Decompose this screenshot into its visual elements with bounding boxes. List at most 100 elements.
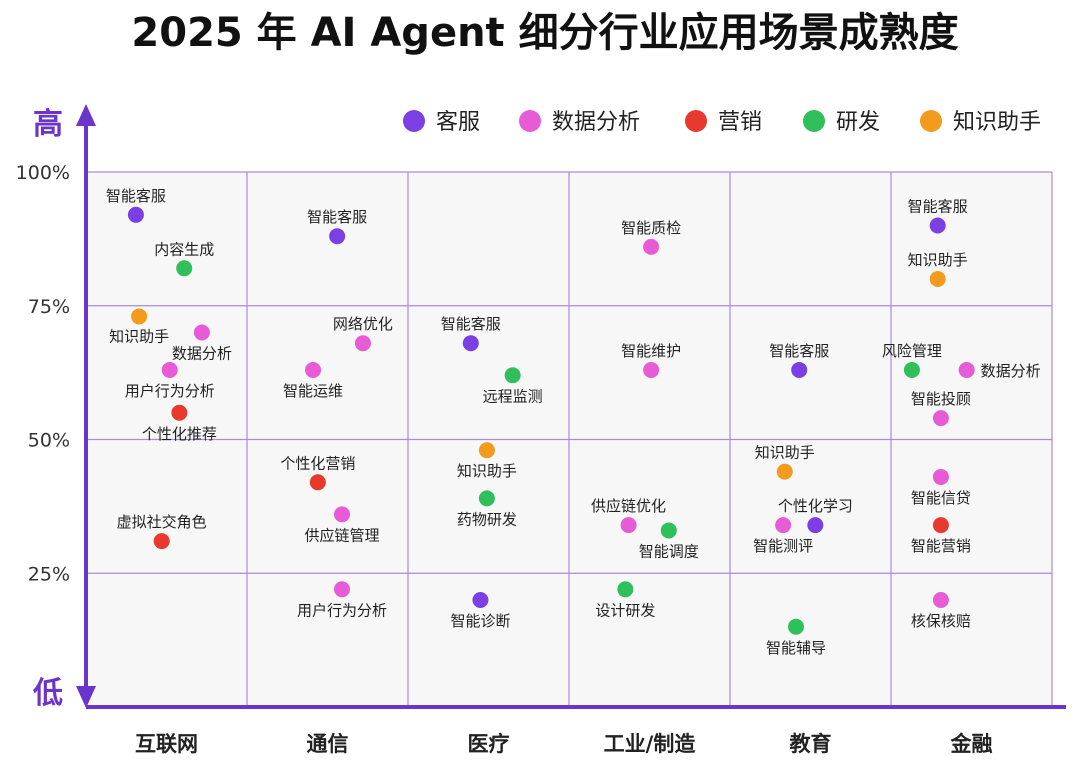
data-point: 智能质检 bbox=[621, 219, 681, 255]
data-point: 个性化推荐 bbox=[142, 404, 217, 443]
data-point: 智能客服 bbox=[441, 315, 501, 352]
data-point-label: 内容生成 bbox=[154, 240, 214, 258]
x-category-label: 通信 bbox=[307, 732, 349, 756]
data-point: 数据分析 bbox=[172, 324, 232, 363]
chart-title: 2025 年 AI Agent 细分行业应用场景成熟度 bbox=[131, 10, 958, 56]
data-point-label: 智能维护 bbox=[621, 342, 681, 360]
data-point-label: 个性化营销 bbox=[280, 454, 355, 472]
data-point-marker bbox=[775, 517, 792, 534]
data-point-label: 智能客服 bbox=[441, 315, 501, 333]
legend-label: 知识助手 bbox=[953, 110, 1041, 135]
y-tick-labels: 100% 75% 50% 25% bbox=[16, 162, 70, 585]
data-point: 智能客服 bbox=[908, 198, 968, 234]
data-point-label: 智能调度 bbox=[639, 542, 699, 560]
data-point: 智能维护 bbox=[621, 342, 681, 378]
data-point-label: 智能客服 bbox=[106, 187, 166, 205]
y-axis-high-label: 高 bbox=[33, 107, 63, 142]
data-point-label: 数据分析 bbox=[172, 345, 232, 363]
axes bbox=[76, 104, 1066, 709]
data-point-label: 智能投顾 bbox=[911, 390, 971, 408]
data-point: 虚拟社交角色 bbox=[117, 513, 207, 550]
legend-marker bbox=[519, 110, 541, 132]
data-point-marker bbox=[807, 517, 824, 534]
legend-label: 营销 bbox=[718, 110, 762, 135]
data-point-marker bbox=[776, 463, 793, 480]
data-point-marker bbox=[932, 592, 949, 608]
data-point-label: 智能运维 bbox=[283, 382, 343, 400]
data-point-marker bbox=[958, 361, 975, 378]
data-point-label: 设计研发 bbox=[595, 601, 655, 619]
data-point-marker bbox=[309, 474, 326, 491]
data-point-label: 药物研发 bbox=[457, 510, 517, 528]
data-point: 智能诊断 bbox=[450, 592, 510, 630]
data-point-marker bbox=[176, 260, 193, 277]
data-point-label: 远程监测 bbox=[483, 387, 543, 405]
data-point: 知识助手 bbox=[109, 308, 169, 345]
data-point-marker bbox=[617, 581, 634, 598]
x-category-label: 工业/制造 bbox=[604, 732, 697, 756]
data-point-marker bbox=[929, 271, 946, 287]
data-point-marker bbox=[329, 228, 346, 245]
data-point: 药物研发 bbox=[457, 490, 517, 528]
data-point-label: 知识助手 bbox=[908, 251, 968, 269]
data-point: 智能客服 bbox=[769, 342, 829, 378]
data-point: 智能投顾 bbox=[911, 390, 971, 427]
data-point: 个性化营销 bbox=[280, 454, 355, 491]
data-point: 用户行为分析 bbox=[297, 581, 387, 619]
x-category-label: 金融 bbox=[950, 732, 993, 756]
data-point: 网络优化 bbox=[333, 315, 393, 352]
data-point: 智能运维 bbox=[283, 361, 343, 400]
legend-marker bbox=[803, 110, 825, 132]
data-point: 智能客服 bbox=[106, 187, 166, 223]
data-point: 供应链管理 bbox=[304, 506, 379, 544]
x-category-label: 互联网 bbox=[135, 732, 198, 756]
x-category-label: 教育 bbox=[790, 732, 832, 756]
data-point: 个性化学习 bbox=[778, 497, 853, 534]
data-point-label: 供应链优化 bbox=[591, 497, 666, 515]
data-point-marker bbox=[643, 238, 660, 255]
data-point-marker bbox=[354, 335, 371, 352]
data-point-marker bbox=[929, 217, 946, 234]
data-point-marker bbox=[660, 522, 677, 539]
data-point-label: 智能辅导 bbox=[766, 639, 826, 657]
data-point-marker bbox=[791, 361, 808, 378]
data-point: 智能信贷 bbox=[911, 468, 971, 507]
legend-marker bbox=[403, 110, 425, 132]
data-point-marker bbox=[333, 581, 350, 598]
data-point-label: 个性化推荐 bbox=[142, 425, 217, 443]
data-point-marker bbox=[193, 324, 210, 341]
data-point-label: 核保核赔 bbox=[911, 612, 971, 630]
data-point: 内容生成 bbox=[154, 240, 214, 277]
data-point: 知识助手 bbox=[755, 444, 815, 480]
data-point: 风险管理 bbox=[882, 342, 942, 378]
data-point: 知识助手 bbox=[457, 442, 517, 480]
data-point: 数据分析 bbox=[958, 361, 1041, 380]
data-point-marker bbox=[478, 490, 495, 507]
data-point-marker bbox=[932, 410, 949, 427]
data-point: 智能测评 bbox=[753, 517, 813, 555]
x-category-label: 医疗 bbox=[468, 732, 510, 756]
data-point-marker bbox=[333, 506, 350, 523]
data-point-marker bbox=[932, 468, 949, 485]
data-point-marker bbox=[903, 361, 920, 378]
data-point-marker bbox=[171, 404, 188, 421]
data-point: 远程监测 bbox=[483, 367, 543, 405]
data-point-marker bbox=[478, 442, 495, 459]
data-point: 智能辅导 bbox=[766, 618, 826, 657]
data-point-label: 智能测评 bbox=[753, 537, 813, 555]
data-point-label: 智能质检 bbox=[621, 219, 681, 237]
data-point-label: 供应链管理 bbox=[304, 526, 379, 544]
data-point-marker bbox=[462, 335, 479, 352]
data-point-label: 智能信贷 bbox=[911, 489, 971, 507]
data-point-label: 风险管理 bbox=[882, 342, 942, 360]
y-tick-label: 75% bbox=[28, 296, 70, 318]
data-point-marker bbox=[127, 206, 144, 223]
data-point-marker bbox=[504, 367, 521, 384]
data-point-marker bbox=[161, 361, 178, 378]
data-point-label: 智能客服 bbox=[307, 208, 367, 226]
data-point-label: 个性化学习 bbox=[778, 497, 853, 515]
data-point-marker bbox=[788, 618, 805, 635]
data-point-label: 智能客服 bbox=[908, 198, 968, 216]
data-point: 用户行为分析 bbox=[125, 361, 215, 400]
